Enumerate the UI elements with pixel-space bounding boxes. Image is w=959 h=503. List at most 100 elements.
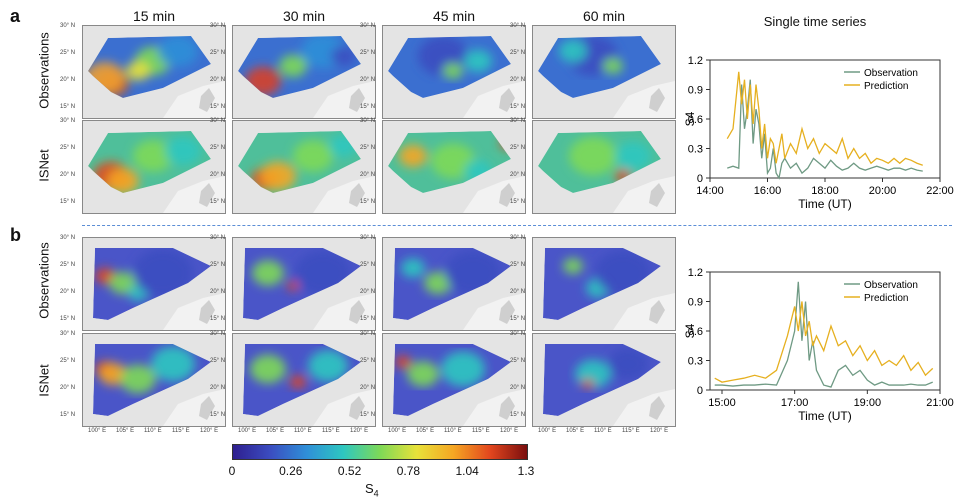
lat-tick: 30° N <box>360 235 376 241</box>
lat-tick: 25° N <box>60 145 76 151</box>
colorbar-tick: 0.26 <box>279 464 303 478</box>
lat-tick: 15° N <box>60 104 76 110</box>
x-tick-label: 21:00 <box>926 397 954 409</box>
y-axis-label: S4 <box>683 111 697 126</box>
y-tick-label: 1.2 <box>688 55 703 67</box>
map-panel <box>532 237 676 331</box>
time-series-chart-b: 0 0.3 0.6 0.9 1.2 15:00 17:00 19:00 21:00 Time (U… <box>683 267 954 423</box>
lat-tick: 25° N <box>210 145 226 151</box>
lat-tick: 15° N <box>360 199 376 205</box>
lon-tick: 105° E <box>416 428 435 434</box>
colorbar-tick: 1.3 <box>517 464 535 478</box>
lat-tick: 30° N <box>210 235 226 241</box>
series-line-prediction <box>726 71 923 166</box>
lat-tick: 20° N <box>210 172 226 178</box>
single-time-series-title: Single time series <box>763 14 867 29</box>
map-panel <box>532 120 676 214</box>
lat-tick: 15° N <box>360 316 376 322</box>
map-panel <box>382 333 526 427</box>
x-tick-label: 18:00 <box>811 185 839 197</box>
lat-tick: 20° N <box>60 385 76 391</box>
lat-tick: 25° N <box>360 145 376 151</box>
colorbar-tick: 0.78 <box>396 464 421 478</box>
lat-tick: 15° N <box>60 412 76 418</box>
lon-tick: 115° E <box>322 428 340 434</box>
lon-tick: 105° E <box>566 428 585 434</box>
colorbar <box>232 444 528 460</box>
lat-tick: 20° N <box>360 172 376 178</box>
lat-tick: 15° N <box>360 104 376 110</box>
lat-tick: 30° N <box>60 331 76 337</box>
lon-tick: 100° E <box>238 428 257 434</box>
panel-divider <box>82 225 952 226</box>
x-tick-label: 16:00 <box>754 185 782 197</box>
lat-tick: 25° N <box>510 145 526 151</box>
y-tick-label: 0.9 <box>688 297 703 309</box>
lat-tick: 20° N <box>210 289 226 295</box>
lat-tick: 25° N <box>360 358 376 364</box>
row-title-isnet-b: ISNet <box>36 364 52 397</box>
lat-tick: 25° N <box>360 262 376 268</box>
lat-tick: 15° N <box>210 104 226 110</box>
colorbar-tick: 1.04 <box>455 464 479 478</box>
y-tick-label: 0.6 <box>688 326 703 338</box>
lat-tick: 30° N <box>510 235 526 241</box>
lat-tick: 30° N <box>510 331 526 337</box>
column-title-30min: 30 min <box>282 8 326 24</box>
lat-tick: 20° N <box>60 289 76 295</box>
lat-tick: 30° N <box>210 118 226 124</box>
lat-tick: 15° N <box>510 316 526 322</box>
lat-tick: 25° N <box>510 358 526 364</box>
lat-tick: 20° N <box>510 385 526 391</box>
series-line-observation <box>727 79 923 180</box>
x-tick-label: 19:00 <box>854 397 882 409</box>
lat-tick: 15° N <box>210 412 226 418</box>
lat-tick: 15° N <box>360 412 376 418</box>
lon-tick: 115° E <box>622 428 640 434</box>
lat-tick: 25° N <box>510 262 526 268</box>
lat-tick: 25° N <box>360 50 376 56</box>
map-panel <box>382 237 526 331</box>
lon-tick: 110° E <box>144 428 162 434</box>
lat-tick: 25° N <box>210 262 226 268</box>
x-tick-label: 17:00 <box>781 397 809 409</box>
lat-tick: 30° N <box>60 235 76 241</box>
column-title-45min: 45 min <box>432 8 476 24</box>
lat-tick: 25° N <box>210 358 226 364</box>
x-tick-label: 14:00 <box>696 185 724 197</box>
lat-tick: 25° N <box>60 50 76 56</box>
y-axis-label: S4 <box>683 323 697 338</box>
lat-tick: 20° N <box>60 172 76 178</box>
lat-tick: 15° N <box>510 412 526 418</box>
lon-tick: 115° E <box>172 428 190 434</box>
lat-tick: 30° N <box>360 118 376 124</box>
map-panel <box>232 237 376 331</box>
x-axis-label: Time (UT) <box>798 197 852 211</box>
lat-tick: 25° N <box>510 50 526 56</box>
map-panel <box>82 237 226 331</box>
map-panel <box>532 25 676 119</box>
lat-tick: 20° N <box>360 385 376 391</box>
lon-tick: 105° E <box>116 428 135 434</box>
lat-tick: 20° N <box>210 77 226 83</box>
legend-label: Observation <box>864 68 918 79</box>
lon-tick: 110° E <box>444 428 462 434</box>
x-tick-label: 22:00 <box>926 185 954 197</box>
lat-tick: 30° N <box>60 118 76 124</box>
lon-tick: 120° E <box>350 428 369 434</box>
lon-tick: 100° E <box>88 428 107 434</box>
lat-tick: 15° N <box>60 199 76 205</box>
map-panel <box>82 333 226 427</box>
map-panel <box>382 25 526 119</box>
lon-tick: 120° E <box>200 428 219 434</box>
map-panel <box>232 25 376 119</box>
series-line-prediction <box>714 301 934 383</box>
y-tick-label: 1.2 <box>688 267 703 279</box>
map-panel <box>82 120 226 214</box>
lat-tick: 20° N <box>210 385 226 391</box>
lat-tick: 15° N <box>210 199 226 205</box>
y-tick-label: 0 <box>697 385 703 397</box>
panel-label-b: b <box>10 225 21 245</box>
lat-tick: 20° N <box>510 172 526 178</box>
time-series-chart-a: 0 0.3 0.6 0.9 1.2 14:00 16:00 18:00 20:00 22:00 Ti… <box>683 55 954 211</box>
